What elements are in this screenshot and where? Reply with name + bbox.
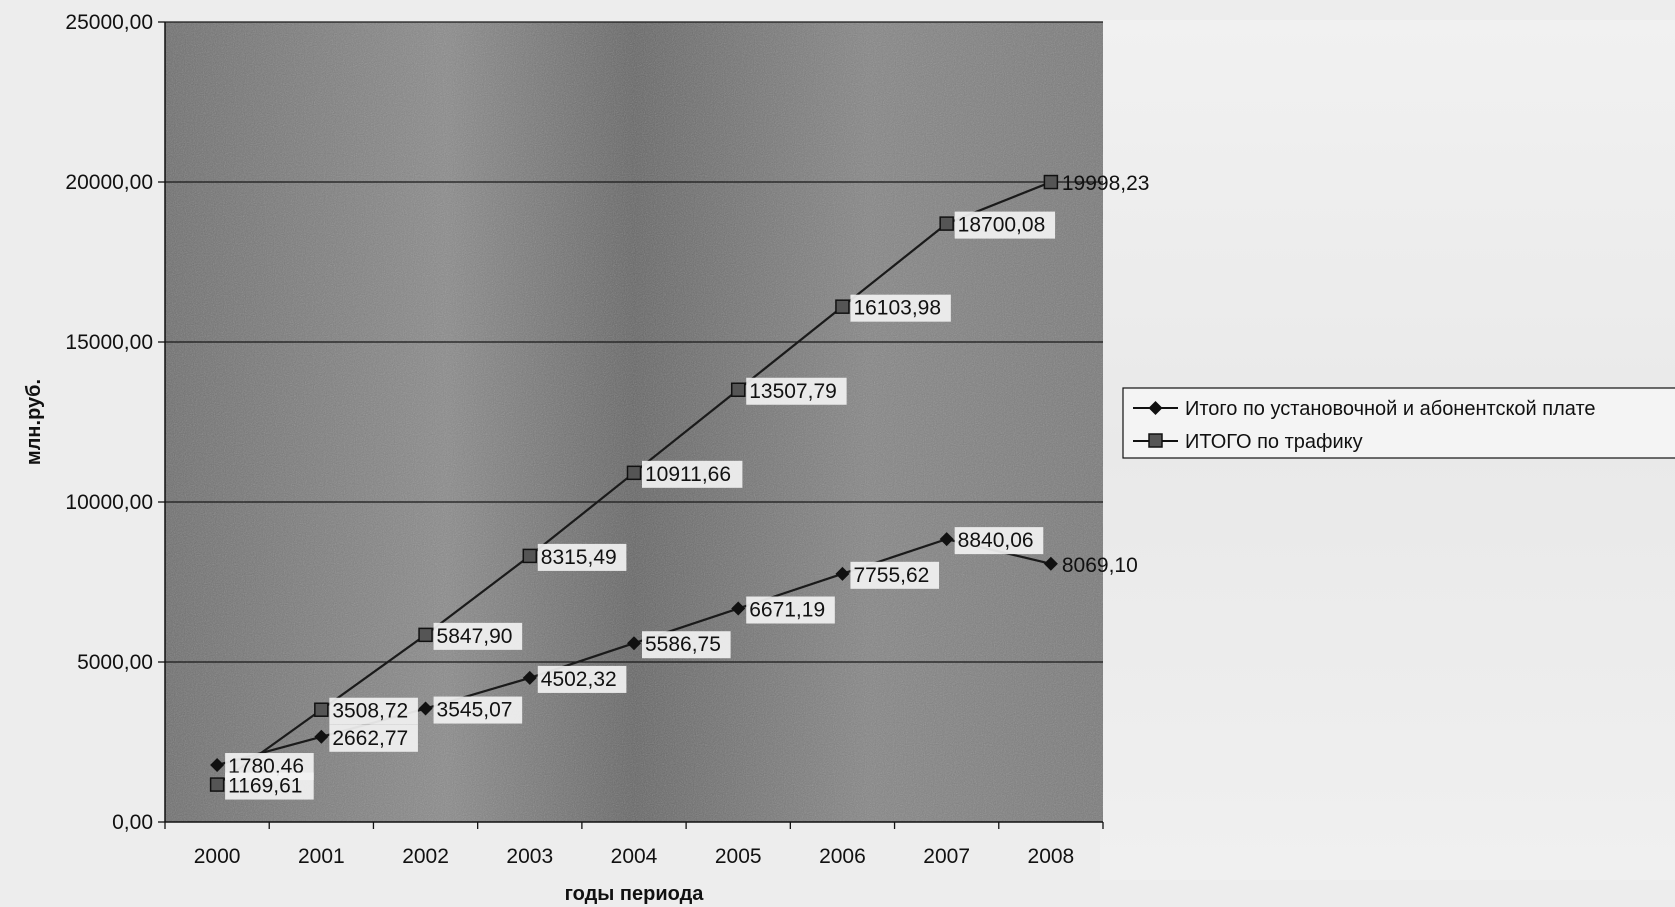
y-tick-label: 20000,00 xyxy=(65,171,153,194)
data-label-box xyxy=(642,631,731,659)
x-tick-label: 2004 xyxy=(611,845,658,868)
data-label-box xyxy=(329,697,418,725)
data-label-box xyxy=(537,665,627,693)
data-label-box xyxy=(746,377,847,405)
y-tick-label: 10000,00 xyxy=(65,491,153,514)
y-tick-label: 5000,00 xyxy=(77,651,153,674)
x-tick-label: 2008 xyxy=(1028,845,1075,868)
data-point-diamond xyxy=(314,729,329,744)
plot-area-grain xyxy=(165,22,1103,822)
x-tick-label: 2007 xyxy=(923,845,970,868)
data-label: 2662,77 xyxy=(332,727,408,750)
data-point-square xyxy=(418,627,433,643)
data-point-diamond xyxy=(627,636,641,651)
data-label: 5586,75 xyxy=(645,633,721,656)
legend-diamond-icon xyxy=(1148,401,1163,415)
data-point-square xyxy=(939,216,954,231)
data-label: 16103,98 xyxy=(853,297,941,320)
y-tick-labels: 0,00 5000,00 10000,00 15000,00 20000,00 25000… xyxy=(65,11,165,834)
data-point-square xyxy=(730,382,746,398)
data-point-diamond xyxy=(522,670,537,685)
data-point-diamond xyxy=(418,701,433,716)
data-label: 13507,79 xyxy=(749,380,837,403)
data-point-square xyxy=(314,702,329,717)
data-label-box xyxy=(225,772,314,800)
data-label: 1169,61 xyxy=(228,775,302,798)
x-tick-label: 2006 xyxy=(819,845,866,868)
data-label: 8069,10 xyxy=(1062,554,1138,577)
data-label-box xyxy=(746,596,835,624)
data-label: 1780,46 xyxy=(228,755,304,778)
y-tick-label: 25000,00 xyxy=(65,11,153,34)
data-label-box xyxy=(850,294,951,322)
x-tick-label: 2000 xyxy=(194,845,241,868)
data-label-box xyxy=(642,460,743,488)
data-label-box xyxy=(537,543,627,571)
data-label: 3508,72 xyxy=(332,700,408,723)
x-tick-label: 2003 xyxy=(506,845,553,868)
data-label-box xyxy=(954,211,1056,239)
data-label: 8840,06 xyxy=(958,529,1034,552)
data-point-square xyxy=(209,777,225,792)
data-labels-layer: 1780,46 2662,77 3545,07 4502,32 5586,75 6671,… xyxy=(225,172,1149,800)
legend-label-series-1: Итого по установочной и абонентской плат… xyxy=(1185,398,1596,420)
data-label: 3545,07 xyxy=(437,699,513,722)
data-label: 4502,32 xyxy=(541,668,617,691)
data-label-box xyxy=(329,724,418,752)
data-label-box xyxy=(433,622,523,650)
data-label-box xyxy=(433,696,523,724)
data-point-square xyxy=(626,465,642,481)
x-tick-label: 2005 xyxy=(715,845,762,868)
data-point-diamond xyxy=(835,566,850,581)
data-point-diamond xyxy=(210,758,225,773)
x-axis-title: годы периода xyxy=(565,883,705,905)
y-axis-title: млн.руб. xyxy=(23,379,45,465)
data-label: 10911,66 xyxy=(645,463,731,486)
x-tick-label: 2002 xyxy=(402,845,449,868)
x-tick-labels: 2000 2001 2002 2003 2004 2005 2006 2007 2008 xyxy=(164,822,1104,868)
x-tick-label: 2001 xyxy=(298,845,345,868)
data-point-diamond xyxy=(1043,556,1058,571)
legend-box xyxy=(1122,387,1675,459)
data-point-square xyxy=(1043,174,1059,190)
data-label: 7755,62 xyxy=(853,564,929,587)
data-label: 6671,19 xyxy=(749,599,825,622)
data-label: 5847,90 xyxy=(437,625,513,648)
legend-square-icon xyxy=(1148,433,1163,448)
legend: Итого по установочной и абонентской плат… xyxy=(1122,387,1675,459)
data-point-diamond xyxy=(731,601,746,616)
data-point-square xyxy=(522,548,538,564)
data-label: 19998,23 xyxy=(1062,172,1150,195)
axes xyxy=(164,22,1103,823)
data-label: 18700,08 xyxy=(958,214,1046,237)
legend-label-series-2: ИТОГО по трафику xyxy=(1185,431,1363,453)
y-tick-label: 0,00 xyxy=(112,811,153,834)
data-label-box xyxy=(850,561,940,589)
data-label-box xyxy=(954,527,1044,555)
data-point-diamond xyxy=(939,532,954,547)
gridlines xyxy=(165,21,1103,663)
data-label: 8315,49 xyxy=(541,546,617,569)
series-layer xyxy=(209,174,1059,792)
y-tick-label: 15000,00 xyxy=(65,331,153,354)
data-point-square xyxy=(835,299,850,314)
